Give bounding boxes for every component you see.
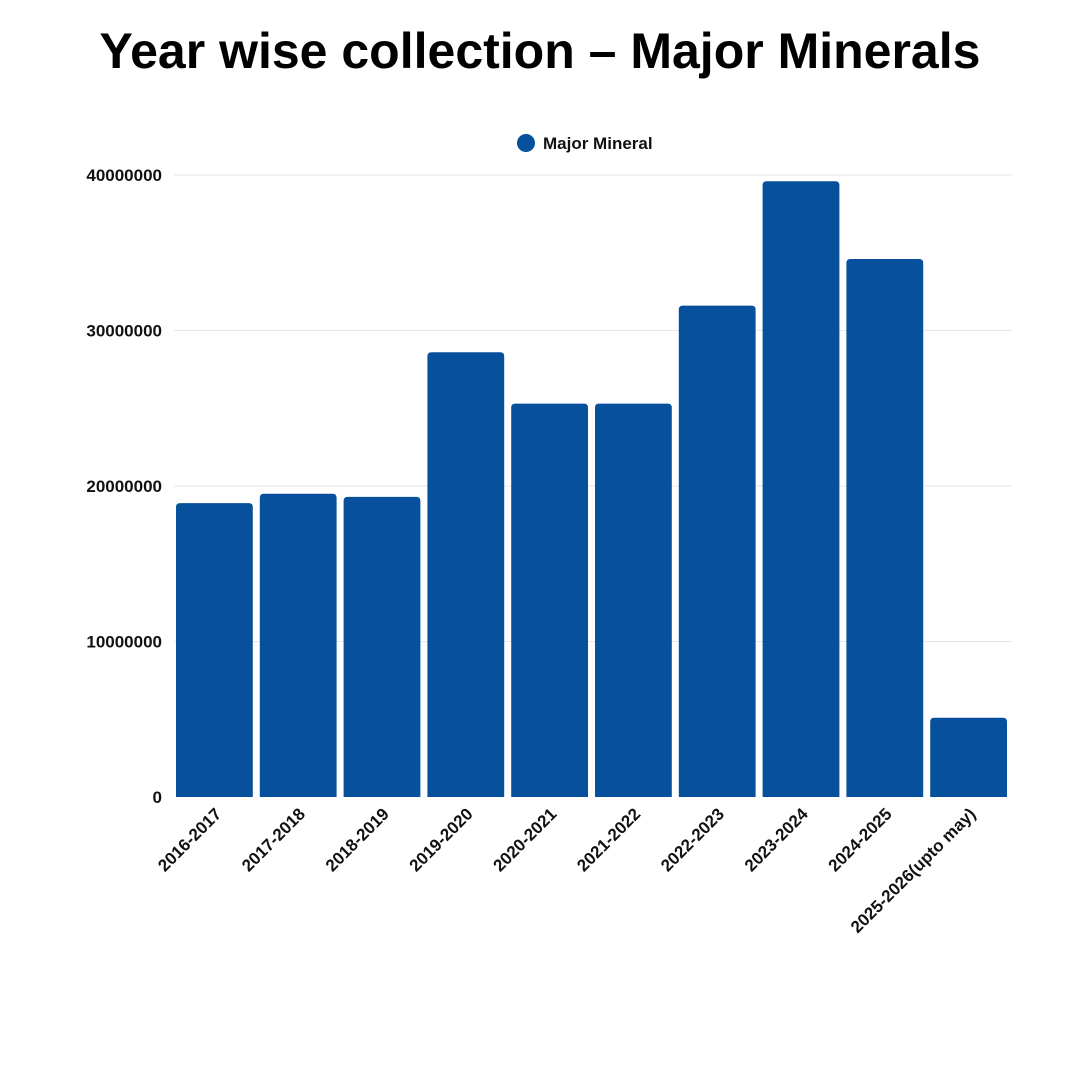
bar-2016-2017 [176,503,253,797]
x-tick-label: 2019-2020 [406,804,477,875]
x-tick-label: 2023-2024 [741,804,812,875]
x-tick-label: 2018-2019 [322,804,393,875]
bar-2025-2026(upto may) [930,717,1007,797]
y-tick-label: 40000000 [86,166,162,185]
x-tick-label: 2022-2023 [657,804,728,875]
x-axis-ticks: 2016-2017 2017-2018 2018-2019 2019-2020 2020… [154,804,979,937]
y-tick-label: 30000000 [86,322,162,341]
bar-2019-2020 [427,352,505,797]
x-tick-label: 2017-2018 [238,804,309,875]
x-tick-label: 2024-2025 [825,804,896,875]
y-tick-label: 10000000 [86,633,162,652]
bar-2022-2023 [678,305,756,797]
y-tick-label: 0 [153,788,162,807]
bar-2024-2025 [846,258,924,798]
y-axis-ticks: 0 10000000 20000000 30000000 40000000 [86,166,162,807]
bar-2017-2018 [259,493,337,797]
bars [176,181,1007,798]
x-tick-label: 2021-2022 [573,804,644,875]
x-tick-label: 2016-2017 [154,804,225,875]
chart-title: Year wise collection – Major Minerals [99,23,981,79]
y-tick-label: 20000000 [86,477,162,496]
legend-swatch-icon [517,134,535,152]
legend: Major Mineral [517,134,653,153]
legend-label: Major Mineral [543,134,653,153]
x-tick-label: 2020-2021 [489,804,560,875]
bar-2021-2022 [595,403,672,797]
bar-2023-2024 [762,181,840,798]
bar-2020-2021 [511,403,588,797]
bar-2018-2019 [343,496,421,797]
